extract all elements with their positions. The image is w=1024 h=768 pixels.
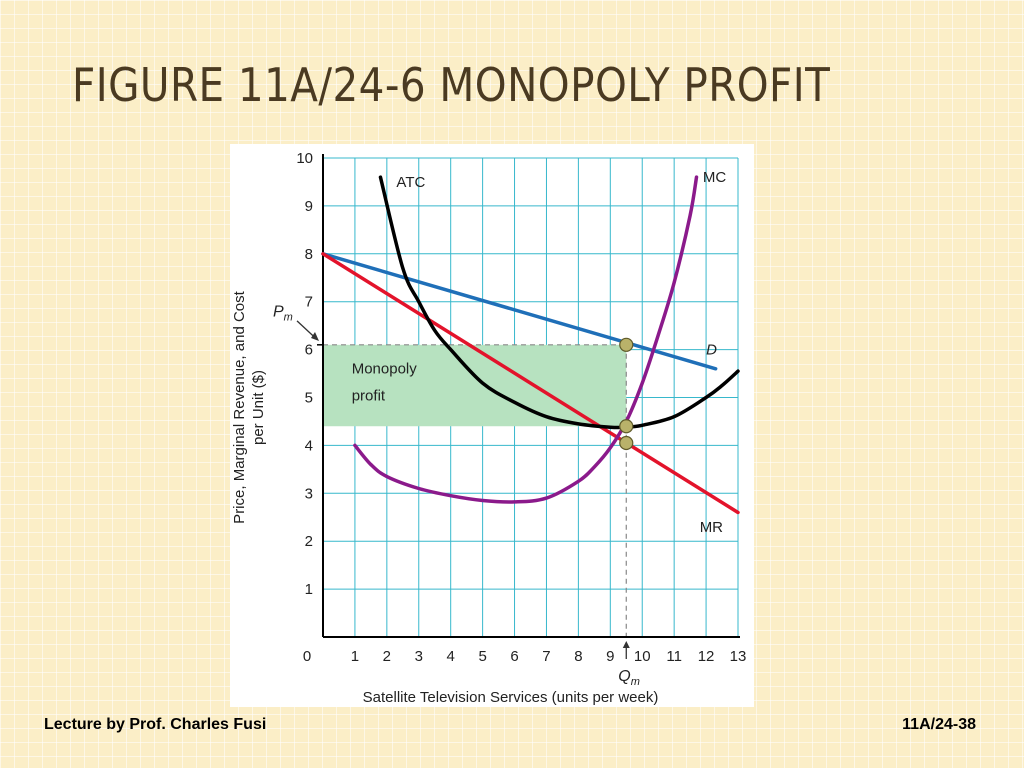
x-tick-label: 7 bbox=[542, 648, 550, 665]
intersection-point bbox=[619, 337, 634, 352]
pm-arrow-head bbox=[311, 331, 319, 341]
y-tick-label: 9 bbox=[305, 198, 313, 215]
x-tick-label: 10 bbox=[634, 648, 651, 665]
footer-slide-number: 11A/24-38 bbox=[902, 716, 976, 733]
x-tick-label: 8 bbox=[574, 648, 582, 665]
y-tick-label: 4 bbox=[305, 437, 313, 454]
y-tick-label: 6 bbox=[305, 342, 313, 359]
demand-curve bbox=[321, 252, 718, 371]
x-tick-label: 9 bbox=[606, 648, 614, 665]
marginal-cost-curve bbox=[353, 175, 699, 504]
y-tick-label: 8 bbox=[305, 246, 313, 263]
y-tick-label: 3 bbox=[305, 485, 313, 502]
atc-label: ATC bbox=[396, 174, 425, 191]
x-tick-label: 12 bbox=[698, 648, 715, 665]
mr-label: MR bbox=[700, 519, 723, 536]
x-tick-label: 4 bbox=[447, 648, 455, 665]
x-tick-label: 2 bbox=[383, 648, 391, 665]
pm-arrow-line bbox=[296, 320, 316, 339]
y-tick-label: 5 bbox=[305, 390, 313, 407]
average-total-cost-curve bbox=[378, 175, 740, 430]
x-tick-label: 11 bbox=[666, 648, 682, 665]
profit-area-label: Monopoly bbox=[352, 361, 418, 378]
x-tick-label: 3 bbox=[415, 648, 423, 665]
x-axis-title: Satellite Television Services (units per… bbox=[363, 689, 659, 706]
y-axis-title: per Unit ($) bbox=[250, 370, 267, 445]
y-tick-label: 1 bbox=[305, 581, 313, 598]
qm-label: Qm bbox=[618, 668, 640, 688]
mc-label: MC bbox=[703, 169, 726, 186]
x-tick-label: 5 bbox=[478, 648, 486, 665]
slide-title: FIGURE 11A/24-6 MONOPOLY PROFIT bbox=[72, 58, 831, 112]
x-tick-label: 1 bbox=[351, 648, 359, 665]
y-tick-label: 7 bbox=[305, 294, 313, 311]
intersection-point bbox=[619, 435, 634, 451]
pm-label: Pm bbox=[273, 303, 293, 323]
demand-label: D bbox=[706, 342, 717, 359]
x-tick-label: 13 bbox=[730, 648, 747, 665]
marginal-revenue-curve bbox=[321, 252, 740, 515]
chart-panel: Monopoly profit 0 1 2 3 4 5 6 7 8 9 10 11 12 13 1 2 3 4 5 6 7 8… bbox=[230, 144, 754, 707]
x-tick-label: 6 bbox=[510, 648, 518, 665]
profit-area-label: profit bbox=[352, 388, 386, 405]
footer-lecturer: Lecture by Prof. Charles Fusi bbox=[44, 716, 267, 733]
qm-arrow-head bbox=[622, 641, 630, 648]
intersection-point bbox=[619, 419, 634, 434]
y-tick-label: 2 bbox=[305, 533, 313, 550]
y-tick-label: 10 bbox=[296, 150, 313, 167]
x-tick-label: 0 bbox=[303, 648, 311, 665]
y-axis-title: Price, Marginal Revenue, and Cost bbox=[231, 290, 248, 523]
